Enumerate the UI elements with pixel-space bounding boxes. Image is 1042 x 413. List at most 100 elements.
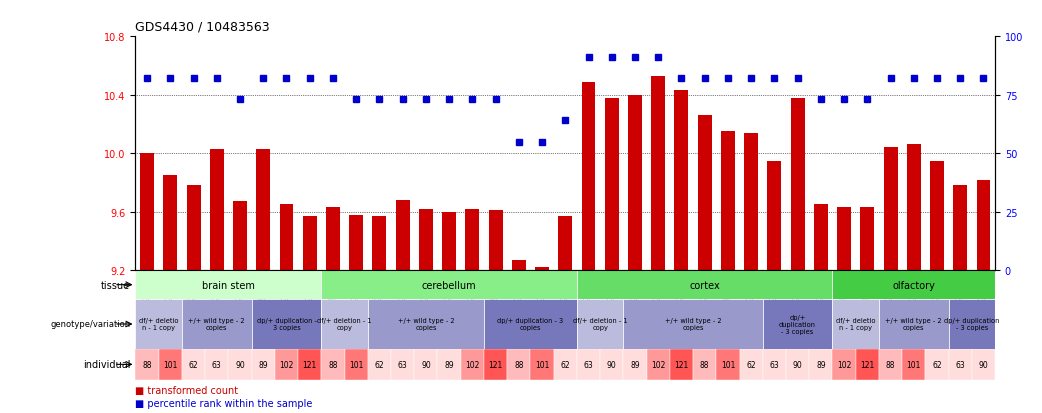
Bar (536, 268, 549, 271)
Bar (279, 205, 294, 271)
Bar (326, 208, 340, 271)
Bar (256, 150, 270, 271)
Text: 121: 121 (489, 360, 502, 369)
Bar (158, 349, 182, 380)
Text: tissue: tissue (101, 280, 130, 290)
Bar (182, 299, 251, 349)
Text: +/+ wild type - 2
copies: +/+ wild type - 2 copies (398, 318, 454, 331)
Bar (415, 349, 438, 380)
Text: 90: 90 (606, 360, 617, 369)
Bar (135, 299, 182, 349)
Bar (810, 349, 833, 380)
Bar (483, 299, 577, 349)
Text: GDS4430 / 10483563: GDS4430 / 10483563 (135, 20, 270, 33)
Bar (209, 150, 224, 271)
Bar (837, 208, 851, 271)
Bar (651, 76, 665, 271)
Text: cerebellum: cerebellum (422, 280, 476, 290)
Bar (489, 211, 502, 271)
Bar (233, 202, 247, 271)
Bar (948, 349, 972, 380)
Bar (419, 209, 432, 271)
Bar (182, 349, 205, 380)
Text: df/+ deletion - 1
copy: df/+ deletion - 1 copy (318, 318, 372, 331)
Bar (670, 349, 693, 380)
Text: 62: 62 (933, 360, 942, 369)
Text: dp/+
duplication
- 3 copies: dp/+ duplication - 3 copies (779, 314, 816, 334)
Text: 63: 63 (212, 360, 222, 369)
Bar (604, 98, 619, 271)
Bar (740, 349, 763, 380)
Bar (577, 299, 623, 349)
Bar (577, 349, 600, 380)
Text: +/+ wild type - 2
copies: +/+ wild type - 2 copies (665, 318, 721, 331)
Bar (721, 132, 735, 271)
Bar (814, 205, 827, 271)
Text: 63: 63 (769, 360, 779, 369)
Bar (953, 186, 967, 271)
Text: +/+ wild type - 2
copies: +/+ wild type - 2 copies (189, 318, 245, 331)
Text: df/+ deletio
n - 1 copy: df/+ deletio n - 1 copy (836, 318, 875, 331)
Bar (623, 299, 763, 349)
Text: 121: 121 (302, 360, 317, 369)
Bar (698, 116, 712, 271)
Text: 121: 121 (674, 360, 689, 369)
Text: 88: 88 (143, 360, 152, 369)
Text: df/+ deletio
n - 1 copy: df/+ deletio n - 1 copy (139, 318, 178, 331)
Bar (628, 95, 642, 271)
Bar (861, 208, 874, 271)
Bar (140, 154, 154, 271)
Text: 90: 90 (978, 360, 989, 369)
Bar (763, 299, 833, 349)
Bar (512, 260, 526, 271)
Bar (948, 299, 995, 349)
Text: 90: 90 (793, 360, 802, 369)
Bar (902, 349, 925, 380)
Text: genotype/variation: genotype/variation (50, 320, 130, 329)
Bar (135, 349, 158, 380)
Text: 102: 102 (837, 360, 851, 369)
Bar (298, 349, 321, 380)
Text: 89: 89 (816, 360, 825, 369)
Bar (530, 349, 553, 380)
Bar (396, 201, 410, 271)
Bar (507, 349, 530, 380)
Bar (251, 349, 275, 380)
Text: ■ percentile rank within the sample: ■ percentile rank within the sample (135, 398, 313, 408)
Text: 101: 101 (535, 360, 549, 369)
Bar (228, 349, 251, 380)
Bar (976, 180, 991, 271)
Text: 62: 62 (746, 360, 755, 369)
Bar (786, 349, 810, 380)
Bar (879, 349, 902, 380)
Text: 89: 89 (630, 360, 640, 369)
Text: 121: 121 (861, 360, 874, 369)
Bar (693, 349, 716, 380)
Text: 102: 102 (279, 360, 294, 369)
Bar (442, 212, 456, 271)
Bar (275, 349, 298, 380)
Bar (372, 216, 387, 271)
Text: 63: 63 (584, 360, 593, 369)
Text: 101: 101 (721, 360, 735, 369)
Text: cortex: cortex (690, 280, 720, 290)
Bar (368, 349, 391, 380)
Text: 101: 101 (907, 360, 921, 369)
Text: dp/+ duplication -
3 copies: dp/+ duplication - 3 copies (256, 318, 317, 331)
Bar (438, 349, 461, 380)
Bar (205, 349, 228, 380)
Text: 102: 102 (651, 360, 666, 369)
Bar (321, 299, 368, 349)
Text: brain stem: brain stem (202, 280, 255, 290)
Text: 62: 62 (561, 360, 570, 369)
Text: 62: 62 (375, 360, 384, 369)
Bar (321, 271, 577, 299)
Bar (321, 349, 345, 380)
Bar (349, 215, 364, 271)
Bar (833, 349, 855, 380)
Text: 89: 89 (444, 360, 454, 369)
Text: 88: 88 (700, 360, 710, 369)
Bar (647, 349, 670, 380)
Text: 90: 90 (235, 360, 245, 369)
Text: 88: 88 (886, 360, 895, 369)
